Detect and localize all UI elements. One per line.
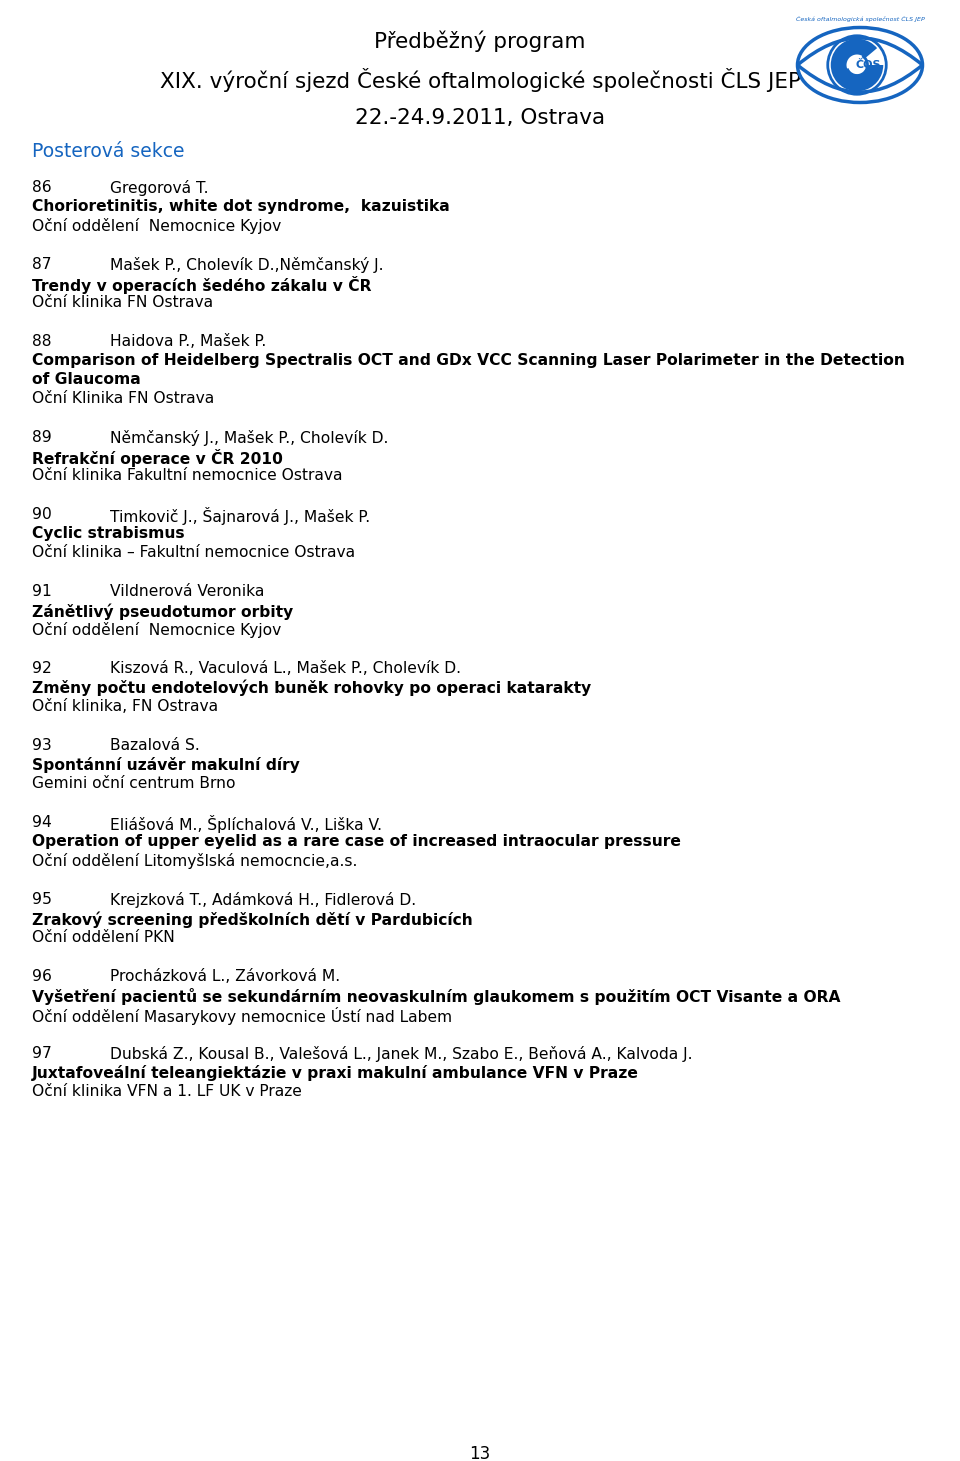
Text: 95: 95 [32, 893, 52, 907]
Text: Oční klinika VFN a 1. LF UK v Praze: Oční klinika VFN a 1. LF UK v Praze [32, 1084, 301, 1099]
Text: Oční Klinika FN Ostrava: Oční Klinika FN Ostrava [32, 392, 214, 406]
Text: 97: 97 [32, 1046, 52, 1061]
Text: 13: 13 [469, 1445, 491, 1461]
Text: Haidova P., Mašek P.: Haidova P., Mašek P. [110, 335, 266, 349]
Text: 91: 91 [32, 584, 52, 599]
Text: Gregorová T.: Gregorová T. [110, 180, 208, 196]
Text: Oční klinika – Fakultní nemocnice Ostrava: Oční klinika – Fakultní nemocnice Ostrav… [32, 545, 355, 560]
Text: Timkovič J., Šajnarová J., Mašek P.: Timkovič J., Šajnarová J., Mašek P. [110, 507, 371, 524]
Text: Oční oddělení Masarykovy nemocnice Ústí nad Labem: Oční oddělení Masarykovy nemocnice Ústí … [32, 1007, 452, 1026]
Text: 89: 89 [32, 430, 52, 446]
Text: Cyclic strabismus: Cyclic strabismus [32, 526, 184, 541]
Text: Změny počtu endotelových buněk rohovky po operaci katarakty: Změny počtu endotelových buněk rohovky p… [32, 679, 591, 697]
Text: Spontánní uzávěr makulní díry: Spontánní uzávěr makulní díry [32, 757, 300, 773]
Text: Comparison of Heidelberg Spectralis OCT and GDx VCC Scanning Laser Polarimeter i: Comparison of Heidelberg Spectralis OCT … [32, 354, 905, 368]
Text: Krejzková T., Adámková H., Fidlerová D.: Krejzková T., Adámková H., Fidlerová D. [110, 893, 416, 907]
Text: Vildnerová Veronika: Vildnerová Veronika [110, 584, 264, 599]
Text: 90: 90 [32, 507, 52, 522]
Text: Česká oftalmologická společnost ČLS JEP: Česká oftalmologická společnost ČLS JEP [796, 16, 924, 22]
Text: Oční klinika FN Ostrava: Oční klinika FN Ostrava [32, 295, 213, 310]
Ellipse shape [805, 34, 915, 96]
Text: Zánětlivý pseudotumor orbity: Zánětlivý pseudotumor orbity [32, 603, 293, 619]
Ellipse shape [828, 35, 886, 95]
Text: Refrakční operace v ČR 2010: Refrakční operace v ČR 2010 [32, 449, 283, 468]
Text: 94: 94 [32, 815, 52, 830]
Text: 22.-24.9.2011, Ostrava: 22.-24.9.2011, Ostrava [355, 108, 605, 129]
Text: XIX. výroční sjezd České oftalmologické společnosti ČLS JEP: XIX. výroční sjezd České oftalmologické … [159, 69, 801, 92]
Text: ČOS: ČOS [855, 60, 880, 70]
Text: Zrakový screening předškolních dětí v Pardubicích: Zrakový screening předškolních dětí v Pa… [32, 912, 472, 928]
Text: Posterová sekce: Posterová sekce [32, 142, 184, 161]
Text: Oční oddělení  Nemocnice Kyjov: Oční oddělení Nemocnice Kyjov [32, 622, 281, 638]
Text: 88: 88 [32, 335, 52, 349]
Text: 93: 93 [32, 738, 52, 752]
Text: Oční klinika Fakultní nemocnice Ostrava: Oční klinika Fakultní nemocnice Ostrava [32, 468, 343, 484]
Ellipse shape [798, 28, 923, 102]
Text: Trendy v operacích šedého zákalu v ČR: Trendy v operacích šedého zákalu v ČR [32, 276, 372, 294]
Text: Kiszová R., Vaculová L., Mašek P., Cholevík D.: Kiszová R., Vaculová L., Mašek P., Chole… [110, 660, 461, 676]
Text: of Glaucoma: of Glaucoma [32, 373, 141, 387]
Text: Oční oddělení  Nemocnice Kyjov: Oční oddělení Nemocnice Kyjov [32, 218, 281, 234]
Text: Předběžný program: Předběžný program [374, 31, 586, 51]
Text: Vyšetření pacientů se sekundárním neovaskulním glaukomem s použitím OCT Visante : Vyšetření pacientů se sekundárním neovas… [32, 988, 841, 1005]
Text: 96: 96 [32, 969, 52, 985]
Text: Oční oddělení Litomyšlská nemocncie,a.s.: Oční oddělení Litomyšlská nemocncie,a.s. [32, 853, 357, 869]
Text: 92: 92 [32, 660, 52, 676]
Text: Bazalová S.: Bazalová S. [110, 738, 200, 752]
Text: Eliášová M., Šplíchalová V., Liška V.: Eliášová M., Šplíchalová V., Liška V. [110, 815, 382, 833]
Text: Oční klinika, FN Ostrava: Oční klinika, FN Ostrava [32, 698, 218, 714]
Text: Gemini oční centrum Brno: Gemini oční centrum Brno [32, 776, 235, 790]
Text: Němčanský J., Mašek P., Cholevík D.: Němčanský J., Mašek P., Cholevík D. [110, 430, 389, 446]
Text: Procházková L., Závorková M.: Procházková L., Závorková M. [110, 969, 340, 985]
Ellipse shape [847, 54, 868, 76]
Text: Chorioretinitis, white dot syndrome,  kazuistika: Chorioretinitis, white dot syndrome, kaz… [32, 199, 449, 213]
Text: 87: 87 [32, 257, 52, 272]
Text: 86: 86 [32, 180, 52, 194]
Text: Operation of upper eyelid as a rare case of increased intraocular pressure: Operation of upper eyelid as a rare case… [32, 834, 681, 849]
Wedge shape [830, 39, 883, 91]
Text: Juxtafoveální teleangiektázie v praxi makulní ambulance VFN v Praze: Juxtafoveální teleangiektázie v praxi ma… [32, 1065, 638, 1081]
Text: Mašek P., Cholevík D.,Němčanský J.: Mašek P., Cholevík D.,Němčanský J. [110, 257, 383, 273]
Text: Dubská Z., Kousal B., Valešová L., Janek M., Szabo E., Beňová A., Kalvoda J.: Dubská Z., Kousal B., Valešová L., Janek… [110, 1046, 692, 1062]
Text: Oční oddělení PKN: Oční oddělení PKN [32, 931, 175, 945]
